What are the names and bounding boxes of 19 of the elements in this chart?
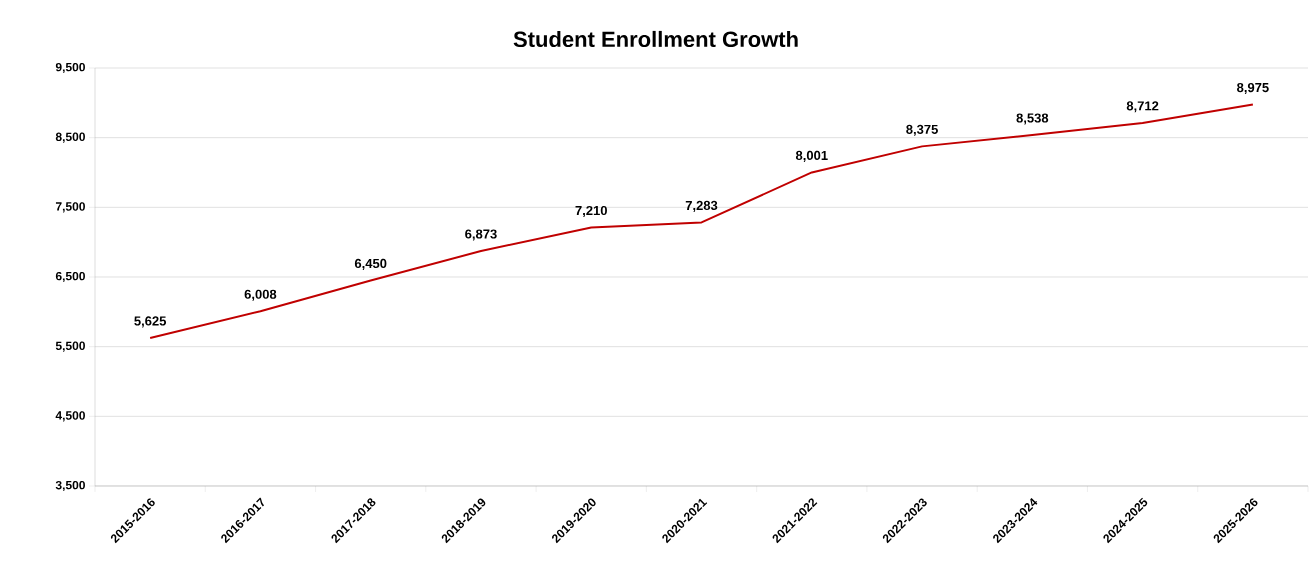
y-tick-label: 5,500 xyxy=(55,341,85,352)
y-tick-label: 6,500 xyxy=(55,271,85,283)
data-label: 8,975 xyxy=(1237,82,1269,95)
y-tick-label: 4,500 xyxy=(55,411,85,422)
y-tick-label: 3,500 xyxy=(55,480,85,492)
chart-title: Student Enrollment Growth xyxy=(513,30,798,48)
y-tick-label: 8,500 xyxy=(55,132,85,143)
data-label: 8,538 xyxy=(1016,113,1049,125)
data-label: 5,625 xyxy=(134,316,167,328)
data-label: 8,712 xyxy=(1126,101,1159,113)
y-tick-label: 7,500 xyxy=(55,202,85,213)
data-label: 7,283 xyxy=(685,200,718,212)
data-label: 7,210 xyxy=(575,205,607,217)
data-label: 6,450 xyxy=(354,258,387,270)
data-label: 6,008 xyxy=(244,289,277,301)
data-label: 8,001 xyxy=(795,150,828,162)
y-tick-label: 9,500 xyxy=(55,62,85,74)
data-label: 6,873 xyxy=(465,229,497,241)
data-label: 8,375 xyxy=(906,124,938,136)
